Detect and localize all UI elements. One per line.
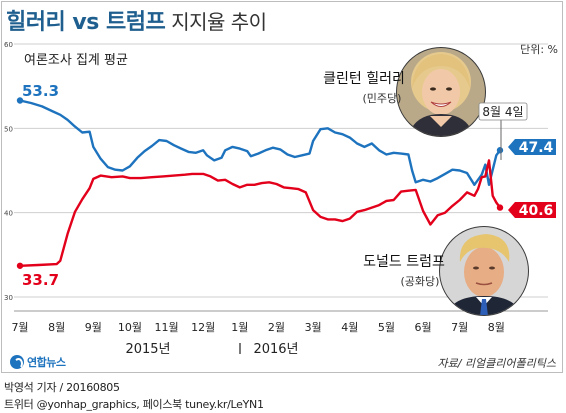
y-axis-ticks: 30 40 50 60 — [4, 41, 13, 302]
trump-line — [19, 159, 501, 267]
trump-party: (공화당) — [401, 275, 440, 288]
annotation-date: 8월 4일 — [478, 102, 528, 160]
trump-start-point — [16, 262, 24, 269]
x-tick-label: 1월 — [231, 321, 248, 334]
annotation-date-text: 8월 4일 — [482, 105, 523, 119]
x-tick-label: 9월 — [85, 321, 102, 334]
yonhap-logo: 연합뉴스 — [10, 354, 66, 370]
x-tick-label: 3월 — [305, 321, 322, 334]
x-tick-label: 12월 — [191, 321, 215, 334]
trump-portrait — [439, 226, 529, 316]
footer-social: 트위터 @yonhap_graphics, 페이스북 tuney.kr/LeYN… — [4, 398, 264, 411]
x-tick-label: 8월 — [488, 321, 505, 334]
y-tick-label: 50 — [4, 125, 13, 133]
y-tick-label: 40 — [4, 210, 13, 218]
clinton-line — [19, 99, 501, 186]
trump-name: 도널드 트럼프 — [363, 254, 445, 270]
x-tick-label: 2월 — [268, 321, 285, 334]
clinton-end-point — [496, 147, 504, 154]
x-axis: 7월 8월 9월 10월 11월 12월 1월 2월 3월 4월 5월 6월 7월 8월 2015년 2016… — [11, 310, 548, 357]
trump-end-value: 40.6 — [519, 203, 554, 219]
y-tick-label: 60 — [4, 41, 13, 49]
source-label: 자료/ 리얼클리어폴리틱스 — [437, 357, 556, 370]
x-tick-label: 11월 — [155, 321, 179, 334]
x-tick-label: 4월 — [341, 321, 358, 334]
trump-start-label: 33.7 — [22, 271, 59, 289]
x-tick-label: 8월 — [48, 321, 65, 334]
clinton-start-point — [16, 97, 24, 104]
clinton-end-value: 47.4 — [519, 140, 554, 156]
chart-title: 힐러리 vs 트럼프 지지율 추이 — [6, 4, 267, 35]
series-lines — [19, 99, 501, 267]
x-tick-label: 7월 — [451, 321, 468, 334]
chart-subtitle: 여론조사 집계 평균 — [24, 53, 128, 68]
year-label-2016: 2016년 — [253, 342, 298, 357]
trump-end-point — [496, 204, 504, 211]
footer-byline: 박영석 기자 / 20160805 — [4, 381, 120, 394]
clinton-start-label: 53.3 — [22, 82, 59, 100]
title-sub: 지지율 추이 — [171, 10, 267, 34]
trump-end-label: 40.6 — [508, 202, 556, 219]
clinton-portrait — [396, 47, 486, 137]
clinton-party: (민주당) — [363, 92, 402, 105]
unit-label: 단위: % — [520, 43, 558, 56]
chart-frame — [1, 1, 563, 373]
line-chart: 30 40 50 60 7월 8월 9월 10월 11월 12월 1월 2월 3월 4월 5월 6월 7월 8월… — [4, 41, 556, 357]
y-tick-label: 30 — [4, 294, 13, 302]
year-label-2015: 2015년 — [125, 342, 170, 357]
clinton-end-label: 47.4 — [508, 139, 556, 156]
x-tick-label: 10월 — [118, 321, 142, 334]
x-tick-label: 6월 — [414, 321, 431, 334]
clinton-name: 클린턴 힐러리 — [323, 71, 405, 87]
yonhap-logo-icon — [10, 355, 24, 369]
x-tick-label: 5월 — [378, 321, 395, 334]
title-main: 힐러리 vs 트럼프 — [6, 10, 166, 35]
x-tick-label: 7월 — [11, 321, 28, 334]
logo-text: 연합뉴스 — [27, 356, 66, 369]
series-markers — [16, 97, 504, 269]
